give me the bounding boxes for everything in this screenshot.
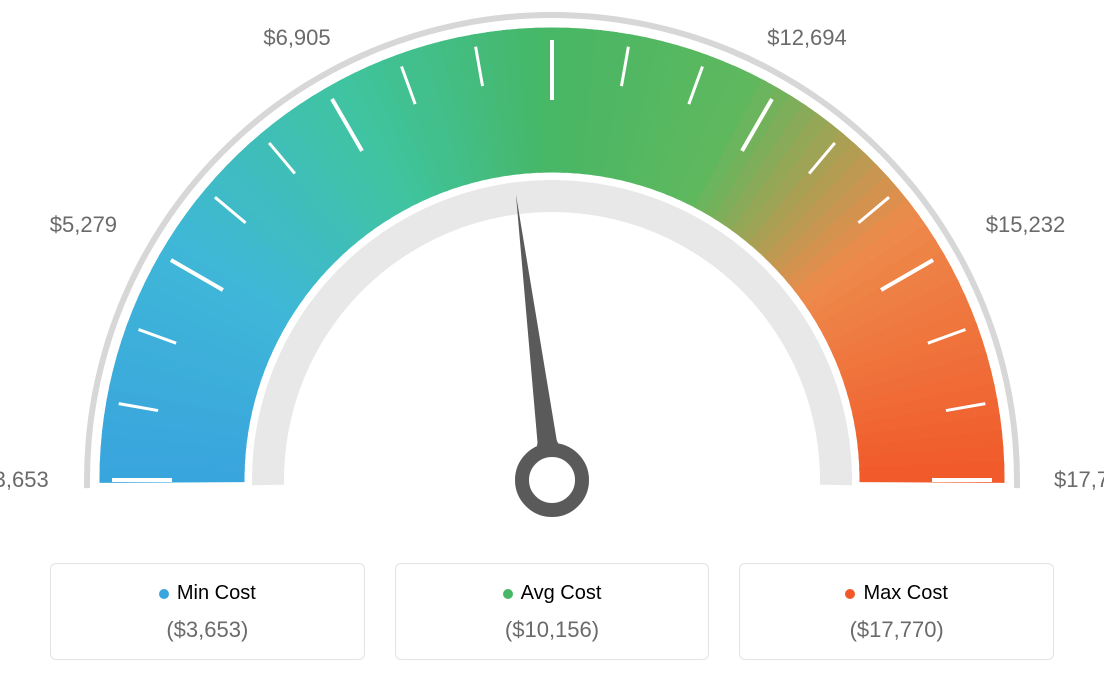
- dot-icon: [845, 589, 855, 599]
- legend-min-title: Min Cost: [159, 582, 256, 605]
- gauge-tick-label: $6,905: [263, 25, 330, 51]
- gauge-tick-label: $3,653: [0, 467, 49, 493]
- gauge-tick-label: $15,232: [986, 212, 1066, 238]
- legend-avg-label: Avg Cost: [521, 582, 602, 605]
- legend-row: Min Cost ($3,653) Avg Cost ($10,156) Max…: [50, 563, 1054, 660]
- legend-max-title: Max Cost: [845, 582, 947, 605]
- dot-icon: [159, 589, 169, 599]
- gauge-svg: [0, 0, 1104, 540]
- legend-max-value: ($17,770): [750, 617, 1043, 643]
- gauge-tick-label: $12,694: [767, 25, 847, 51]
- legend-max-label: Max Cost: [863, 582, 947, 605]
- legend-avg-title: Avg Cost: [503, 582, 602, 605]
- dot-icon: [503, 589, 513, 599]
- legend-max-cost: Max Cost ($17,770): [739, 563, 1054, 660]
- legend-avg-cost: Avg Cost ($10,156): [395, 563, 710, 660]
- legend-min-cost: Min Cost ($3,653): [50, 563, 365, 660]
- legend-min-value: ($3,653): [61, 617, 354, 643]
- legend-min-label: Min Cost: [177, 582, 256, 605]
- cost-gauge-chart: $3,653$5,279$6,905$10,156$12,694$15,232$…: [0, 0, 1104, 690]
- gauge-area: $3,653$5,279$6,905$10,156$12,694$15,232$…: [0, 0, 1104, 540]
- gauge-tick-label: $17,770: [1054, 467, 1104, 493]
- legend-avg-value: ($10,156): [406, 617, 699, 643]
- gauge-tick-label: $5,279: [50, 212, 117, 238]
